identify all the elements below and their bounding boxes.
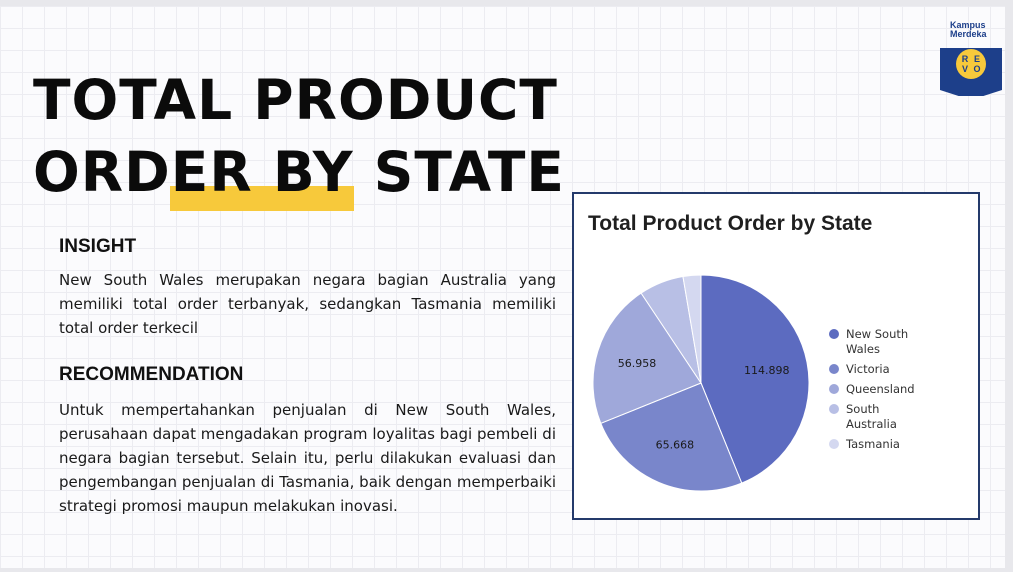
- pie-slice-tasmania: [682, 274, 702, 384]
- logo-text: Kampus Merdeka: [950, 21, 1000, 39]
- revo-badge-icon: R E V O: [940, 48, 1002, 100]
- legend-label: Victoria: [846, 362, 890, 376]
- pie-data-label: 56.958: [618, 357, 657, 370]
- title-line-1: TOTAL PRODUCT: [33, 68, 558, 132]
- logo-text-line-2: Merdeka: [950, 29, 987, 39]
- legend-label: New South Wales: [846, 327, 909, 356]
- legend-swatch: [829, 329, 839, 339]
- page-title: TOTAL PRODUCT ORDER BY STATE: [33, 64, 565, 208]
- badge-letter-v: V: [962, 64, 968, 74]
- legend-swatch: [829, 384, 839, 394]
- slide: TOTAL PRODUCT ORDER BY STATE INSIGHT New…: [0, 6, 1005, 568]
- legend-item: Tasmania: [829, 437, 969, 452]
- pie-slice-new-south-wales: [700, 274, 810, 484]
- legend-label: Queensland: [846, 382, 915, 396]
- legend-item: Victoria: [829, 362, 969, 377]
- legend-swatch: [829, 364, 839, 374]
- badge-letter-r: R: [962, 54, 969, 64]
- pie-data-label: 114.898: [744, 364, 790, 377]
- title-line-2: ORDER BY STATE: [33, 140, 565, 204]
- recommendation-heading: RECOMMENDATION: [59, 364, 244, 385]
- legend-label: Tasmania: [846, 437, 900, 451]
- pie-chart: 114.898 65.668 56.958: [592, 274, 810, 492]
- chart-container: Total Product Order by State 114.898 65.6…: [572, 192, 980, 520]
- chart-title: Total Product Order by State: [588, 212, 873, 235]
- logo-text-line-1: Kampus: [950, 20, 986, 30]
- pie-slice-victoria: [600, 382, 743, 492]
- insight-text: New South Wales merupakan negara bagian …: [59, 271, 556, 337]
- chart-legend: New South Wales Victoria Queensland South A…: [829, 327, 969, 457]
- legend-swatch: [829, 404, 839, 414]
- recommendation-text: Untuk mempertahankan penjualan di New So…: [59, 401, 556, 515]
- legend-swatch: [829, 439, 839, 449]
- legend-item: South Australia: [829, 402, 969, 432]
- title-highlight-bar: [170, 186, 354, 211]
- pie-slice-queensland: [592, 292, 702, 424]
- badge-letter-e: E: [974, 54, 980, 64]
- kampus-merdeka-logo: R E V O Kampus Merdeka: [940, 18, 1002, 100]
- legend-item: New South Wales: [829, 327, 969, 357]
- legend-item: Queensland: [829, 382, 969, 397]
- insight-heading: INSIGHT: [59, 236, 137, 257]
- pie-data-label: 65.668: [656, 439, 695, 452]
- badge-letter-o: O: [973, 64, 980, 74]
- legend-label: South Australia: [846, 402, 897, 431]
